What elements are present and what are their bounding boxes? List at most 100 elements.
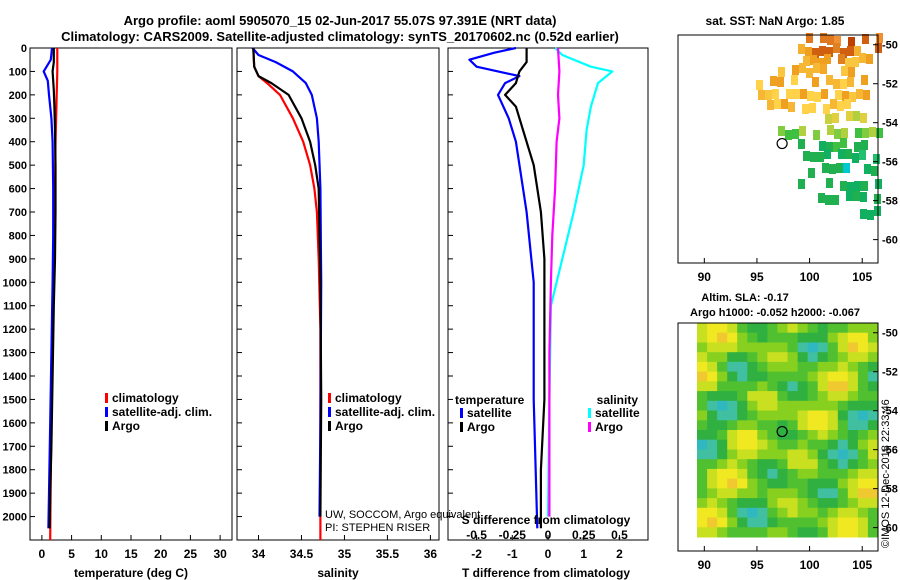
altimetry-cell [767, 507, 778, 518]
altimetry-cell [867, 420, 879, 431]
altimetry-cell [847, 527, 859, 538]
altimetry-cell [787, 352, 799, 363]
altimetry-cell [727, 410, 738, 421]
y-tick-label: 1200 [3, 324, 27, 336]
altimetry-cell [757, 342, 768, 353]
y-tick-label: 1600 [3, 418, 27, 430]
imos-watermark: ©IMOS 12-Dec-2018 22:33:46 [880, 399, 892, 548]
sst-cell [819, 141, 826, 151]
altimetry-cell [727, 527, 738, 538]
map-y-tick-label: -56 [882, 157, 898, 169]
altimetry-cell [727, 342, 738, 353]
altimetry-cell [777, 410, 788, 421]
altimetry-cell [857, 332, 869, 343]
altimetry-cell [777, 361, 788, 373]
y-tick-label: 800 [9, 230, 27, 242]
sst-cell [847, 182, 854, 192]
altimetry-cell [697, 449, 708, 460]
x-tick-label: 5 [68, 547, 75, 561]
sst-cell [861, 140, 868, 150]
legend-swatch-s-satellite [588, 408, 591, 418]
altimetry-cell [827, 381, 839, 392]
altimetry-cell [847, 342, 859, 353]
y-tick-label: 300 [9, 113, 27, 125]
legend-swatch-climatology [328, 393, 331, 403]
altimetry-cell [867, 400, 879, 411]
altimetry-cell [767, 361, 778, 373]
altimetry-cell [787, 332, 799, 343]
altimetry-cell [737, 478, 748, 489]
map-y-tick-label: -60 [882, 235, 898, 247]
sst-cell [777, 77, 784, 87]
altimetry-cell [737, 517, 748, 528]
altimetry-cell [857, 507, 869, 518]
sst-map-frame [677, 34, 879, 264]
altimetry-cell [737, 342, 748, 353]
salinity-axes: 34 34.5 35 35.5 36 [237, 47, 438, 561]
x-tick-label: 36 [424, 547, 438, 561]
altimetry-cell [727, 507, 738, 518]
salinity-lines [251, 47, 323, 540]
altimetry-cell [727, 420, 738, 431]
altimetry-cell [847, 410, 859, 421]
altimetry-cell [697, 352, 708, 363]
altimetry-cell [827, 371, 839, 382]
x-tick-label: 25 [184, 547, 198, 561]
altimetry-cell [857, 371, 869, 382]
x2-tick-label: 0.25 [572, 528, 596, 542]
altimetry-cell [837, 410, 849, 421]
sst-cell [800, 89, 807, 99]
sst-map-title: sat. SST: NaN Argo: 1.85 [706, 14, 845, 28]
altimetry-cell [777, 391, 788, 402]
altimetry-cell [717, 332, 728, 343]
legend-heading-temperature: temperature [455, 393, 525, 407]
altimetry-cell [807, 420, 819, 431]
altimetry-cell [707, 410, 718, 421]
map-y-tick-label: -56 [882, 445, 898, 457]
sst-cell [756, 80, 763, 90]
altimetry-cell [847, 371, 859, 382]
altimetry-cell [787, 430, 799, 441]
sst-cell [778, 126, 785, 136]
legend-swatch-satellite [328, 407, 331, 417]
altimetry-cell [727, 449, 738, 460]
sst-cell [778, 67, 785, 77]
altimetry-cell [817, 478, 829, 489]
altimetry-cell [857, 468, 869, 480]
altimetry-cell [787, 478, 799, 489]
altimetry-cell [827, 430, 839, 441]
altimetry-cell [857, 459, 869, 470]
altimetry-cell [737, 332, 748, 343]
altimetry-cell [707, 371, 718, 382]
altimetry-cell [717, 527, 728, 538]
altimetry-cell [747, 323, 758, 334]
legend-heading-salinity: salinity [597, 393, 639, 407]
altimetry-cell [747, 527, 758, 538]
altimetry-cell [787, 323, 799, 334]
altimetry-cell [717, 371, 728, 382]
sst-cell [845, 58, 852, 68]
difference-lines [468, 46, 614, 529]
altimetry-cell [697, 420, 708, 431]
sst-cell [799, 126, 806, 136]
altimetry-cell [837, 478, 849, 489]
temperature-x-axis-label: temperature (deg C) [74, 566, 188, 580]
altimetry-cell [697, 507, 708, 518]
map-y-tick-label: -60 [882, 523, 898, 535]
altimetry-cell [847, 468, 859, 480]
legend-label-t-satellite: satellite [467, 406, 512, 420]
map-x-tick-label: 105 [852, 270, 872, 284]
altimetry-cell [767, 468, 778, 480]
sst-cell [786, 89, 793, 99]
sst-cell [826, 142, 833, 152]
altimetry-cell [847, 459, 859, 470]
altimetry-cell [697, 400, 708, 411]
altimetry-cell [737, 420, 748, 431]
altimetry-cell [737, 459, 748, 470]
altimetry-cell [797, 468, 809, 480]
altimetry-cell [797, 449, 809, 460]
altimetry-cell [747, 517, 758, 528]
altimetry-cell [797, 498, 809, 509]
map-y-tick-label: -50 [882, 40, 898, 52]
temperature-axes: 0 5 10 15 20 25 300100200300400500600700800900… [3, 43, 228, 561]
